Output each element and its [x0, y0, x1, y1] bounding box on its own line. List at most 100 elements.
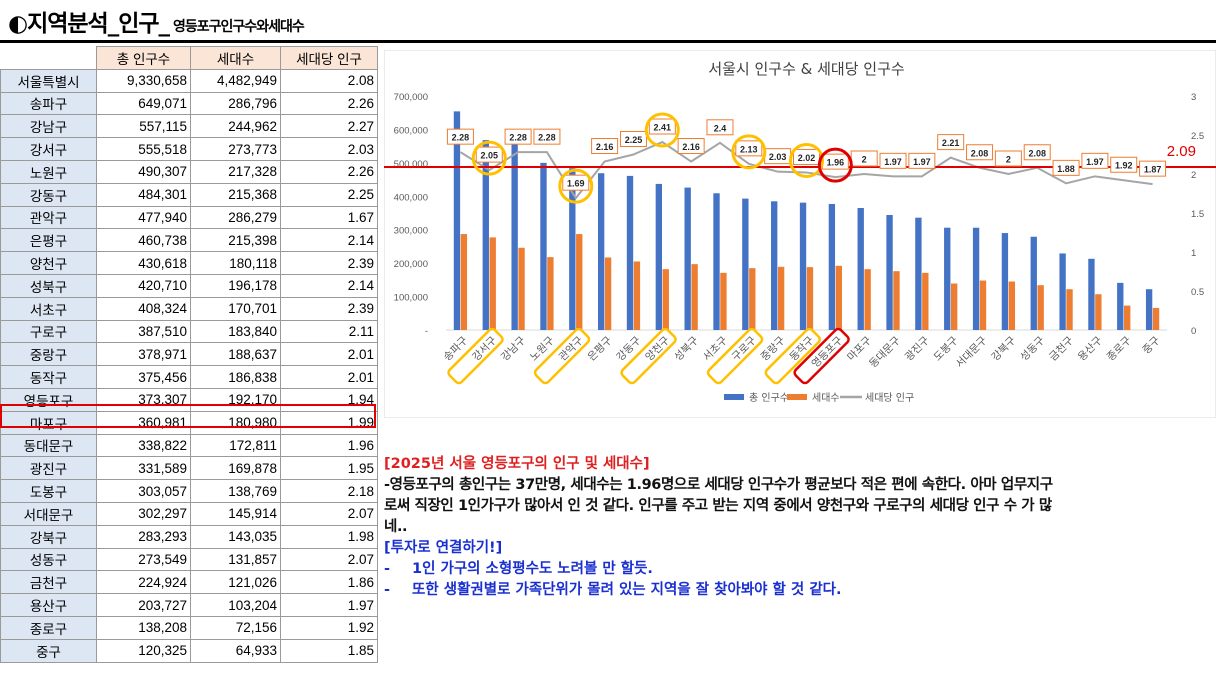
ratio-data-label: 1.97	[1086, 157, 1104, 167]
table-row: 송파구 649,071 286,796 2.26	[0, 91, 378, 116]
highlight-circle-yellow	[471, 140, 507, 176]
ratio-cell: 2.39	[280, 251, 378, 275]
bullet-dash: -	[384, 582, 391, 598]
population-cell: 9,330,658	[96, 68, 191, 93]
district-cell: 양천구	[0, 251, 97, 275]
bar-households	[864, 269, 871, 330]
households-cell: 103,204	[190, 593, 281, 617]
households-cell: 169,878	[190, 456, 281, 481]
ratio-data-label: 2	[862, 155, 867, 165]
households-cell: 72,156	[190, 615, 281, 640]
households-cell: 217,328	[190, 159, 281, 184]
ratio-label-box	[446, 128, 474, 145]
ratio-label-box	[879, 152, 907, 169]
bar-population	[684, 187, 691, 330]
bar-population	[886, 215, 893, 330]
table-row: 서대문구 302,297 145,914 2.07	[0, 501, 378, 526]
table-row: 은평구 460,738 215,398 2.14	[0, 228, 378, 253]
ratio-label-box	[562, 174, 590, 191]
district-cell: 강서구	[0, 137, 97, 161]
ratio-cell: 2.01	[280, 365, 378, 389]
ratio-data-label: 2.41	[654, 123, 672, 133]
bar-population	[453, 111, 461, 331]
bar-households	[922, 272, 929, 330]
district-cell: 용산구	[0, 593, 97, 617]
district-cell: 동작구	[0, 365, 97, 389]
bar-population	[713, 193, 720, 330]
ratio-cell: 1.92	[280, 615, 378, 640]
population-cell: 408,324	[96, 296, 191, 321]
column-header: 세대당 인구	[280, 46, 378, 70]
bar-households	[835, 265, 842, 330]
households-cell: 286,796	[190, 91, 281, 116]
ratio-label-box	[619, 131, 647, 147]
households-cell: 170,701	[190, 296, 281, 321]
table-row: 강서구 555,518 273,773 2.03	[0, 137, 378, 161]
bar-households	[1037, 285, 1044, 330]
ratio-data-label: 2.08	[971, 148, 989, 158]
households-cell: 215,398	[190, 228, 281, 253]
population-cell: 555,518	[96, 137, 191, 161]
households-cell: 180,118	[190, 251, 281, 275]
ratio-data-label: 1.88	[1057, 164, 1075, 174]
ratio-cell: 2.26	[280, 159, 378, 184]
page-title: ◐지역분석_인구_ 영등포구인구수와세대수	[8, 6, 305, 38]
households-cell: 192,170	[190, 387, 281, 412]
legend-swatch	[724, 394, 744, 400]
population-cell: 331,589	[96, 456, 191, 481]
notes-heading: [2025년 서울 영등포구의 인구 및 세대수]	[384, 456, 650, 472]
column-header: 세대수	[190, 46, 281, 70]
ratio-cell: 1.96	[280, 433, 378, 458]
table-row: 양천구 430,618 180,118 2.39	[0, 251, 378, 275]
district-cell: 영등포구	[0, 387, 97, 412]
bar-households	[1095, 294, 1102, 330]
district-cell: 광진구	[0, 456, 97, 481]
bar-households	[1152, 307, 1160, 330]
households-cell: 244,962	[190, 114, 281, 139]
population-cell: 420,710	[96, 273, 191, 298]
bar-households	[604, 257, 612, 330]
district-cell: 중구	[0, 638, 97, 663]
bar-households	[489, 237, 496, 330]
ratio-data-label: 1.96	[827, 158, 845, 168]
highlight-circle-yellow	[644, 112, 680, 148]
table-row: 성북구 420,710 196,178 2.14	[0, 273, 378, 298]
district-cell: 은평구	[0, 228, 97, 253]
table-row: 강남구 557,115 244,962 2.27	[0, 114, 378, 139]
district-cell: 강남구	[0, 114, 97, 139]
left-tick-label: 200,000	[394, 259, 428, 270]
bar-households	[576, 234, 583, 330]
ratio-label-box	[1081, 152, 1109, 169]
ratio-cell: 2.14	[280, 228, 378, 253]
table-body: 서울특별시 9,330,658 4,482,949 2.08 송파구 649,071 286…	[0, 68, 378, 663]
ratio-cell: 1.95	[280, 456, 378, 481]
bar-population	[915, 217, 922, 330]
population-cell: 203,727	[96, 593, 191, 617]
households-cell: 273,773	[190, 137, 281, 161]
category-highlight-box	[447, 327, 504, 385]
ratio-cell: 2.14	[280, 273, 378, 298]
district-cell: 노원구	[0, 159, 97, 184]
ratio-label-box	[735, 140, 763, 157]
left-tick-label: 300,000	[394, 226, 428, 237]
ratio-cell: 2.27	[280, 114, 378, 139]
ratio-data-label: 2.25	[625, 135, 643, 145]
table-row: 강동구 484,301 215,368 2.25	[0, 182, 378, 207]
ratio-cell: 2.39	[280, 296, 378, 321]
ratio-cell: 1.99	[280, 410, 378, 435]
ratio-label-box	[1139, 160, 1167, 177]
population-cell: 302,297	[96, 501, 191, 526]
ratio-label-box	[966, 144, 994, 161]
bullet-dash: -	[384, 561, 391, 577]
notes-body-line: 로써 직장인 1인가구가 많아서 인 것 같다. 인구를 주고 받는 지역 중에…	[384, 498, 1052, 514]
bar-households	[460, 234, 468, 330]
district-cell: 송파구	[0, 91, 97, 116]
district-cell: 동대문구	[0, 433, 97, 458]
bar-households	[1066, 289, 1073, 330]
population-cell: 378,971	[96, 342, 191, 367]
category-highlight-box	[706, 327, 764, 385]
households-cell: 196,178	[190, 273, 281, 298]
ratio-label-box	[1023, 144, 1051, 161]
district-cell: 성북구	[0, 273, 97, 298]
left-tick-label: 600,000	[394, 125, 428, 136]
